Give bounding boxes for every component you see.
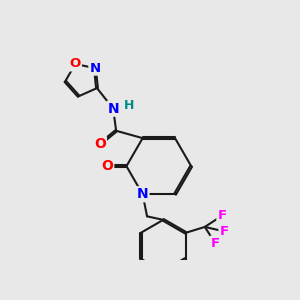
Text: N: N: [107, 102, 119, 116]
Text: O: O: [70, 57, 81, 70]
Text: O: O: [94, 137, 106, 151]
Text: N: N: [89, 61, 100, 75]
Text: H: H: [124, 99, 135, 112]
Text: F: F: [217, 209, 226, 222]
Text: F: F: [211, 237, 220, 250]
Text: F: F: [219, 225, 229, 238]
Text: N: N: [137, 187, 148, 201]
Text: O: O: [101, 159, 113, 173]
